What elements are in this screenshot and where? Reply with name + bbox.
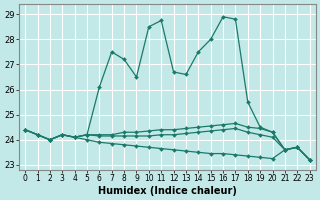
X-axis label: Humidex (Indice chaleur): Humidex (Indice chaleur) bbox=[98, 186, 237, 196]
